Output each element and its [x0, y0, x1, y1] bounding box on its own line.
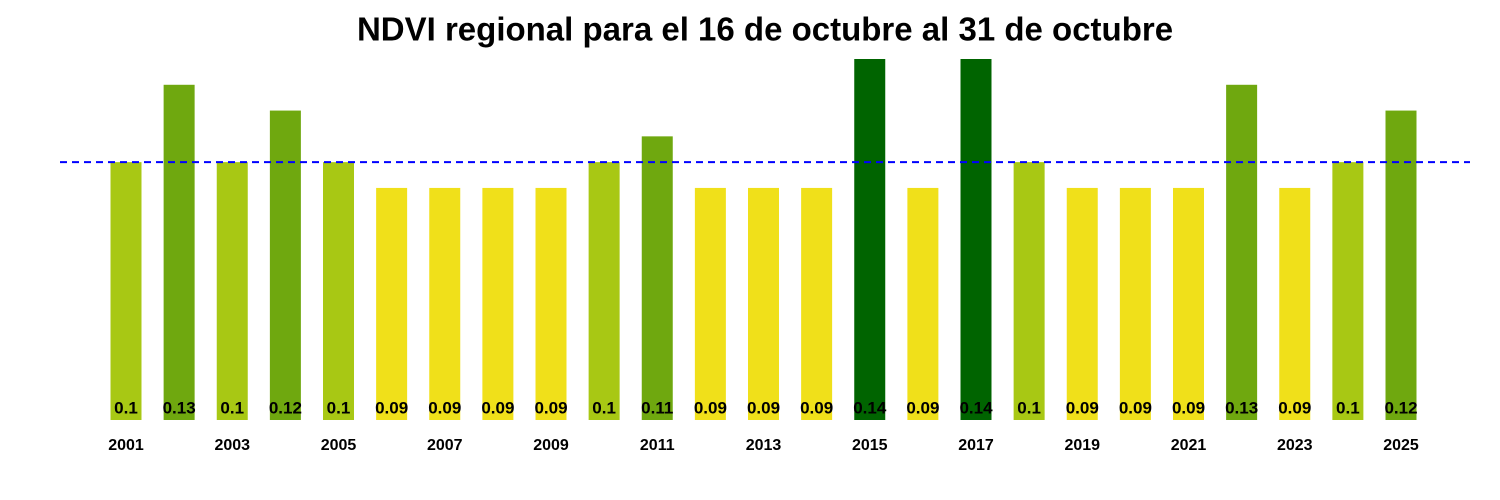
- bar: [429, 187, 461, 420]
- x-tick-label: 2015: [852, 437, 888, 454]
- bar: [323, 162, 354, 420]
- bar: [163, 84, 195, 421]
- value-label: 0.14: [959, 398, 993, 417]
- value-label: 0.09: [747, 398, 780, 417]
- value-label: 0.1: [1017, 398, 1041, 417]
- value-label: 0.13: [163, 398, 196, 417]
- value-label: 0.09: [375, 398, 408, 417]
- bar: [1385, 110, 1417, 421]
- value-label: 0.09: [906, 398, 939, 417]
- chart-title: NDVI regional para el 16 de octubre al 3…: [357, 11, 1173, 48]
- bar: [1066, 187, 1098, 420]
- value-label: 0.1: [592, 398, 616, 417]
- x-tick-label: 2005: [321, 437, 357, 454]
- value-label: 0.09: [1119, 398, 1152, 417]
- value-label: 0.1: [327, 398, 351, 417]
- bar: [1332, 162, 1364, 420]
- x-tick-label: 2007: [427, 437, 463, 454]
- x-tick-label: 2011: [640, 437, 675, 454]
- bar: [482, 187, 514, 420]
- bar: [641, 136, 673, 420]
- value-label: 0.09: [428, 398, 461, 417]
- x-tick-label: 2017: [958, 437, 994, 454]
- bar: [907, 187, 939, 420]
- bar: [1279, 187, 1311, 420]
- value-label: 0.09: [1278, 398, 1311, 417]
- value-label: 0.09: [534, 398, 567, 417]
- bar: [376, 187, 408, 420]
- x-tick-label: 2019: [1064, 437, 1100, 454]
- value-label: 0.09: [1172, 398, 1205, 417]
- x-tick-label: 2025: [1383, 437, 1419, 454]
- bar: [269, 110, 301, 421]
- value-label: 0.09: [1066, 398, 1099, 417]
- x-tick-label: 2013: [746, 437, 782, 454]
- value-label: 0.09: [800, 398, 833, 417]
- bar: [694, 187, 726, 420]
- x-tick-label: 2021: [1171, 437, 1207, 454]
- value-label: 0.14: [853, 398, 887, 417]
- bar: [216, 162, 248, 420]
- value-label: 0.09: [481, 398, 514, 417]
- bar: [801, 187, 833, 420]
- value-label: 0.1: [220, 398, 244, 417]
- bar: [1173, 187, 1204, 420]
- x-tick-label: 2001: [108, 437, 144, 454]
- value-label: 0.1: [1336, 398, 1360, 417]
- bar: [854, 59, 886, 420]
- x-tick-label: 2023: [1277, 437, 1313, 454]
- x-tick-label: 2009: [533, 437, 569, 454]
- bar: [748, 187, 779, 420]
- bar: [588, 162, 620, 420]
- value-label: 0.11: [641, 398, 673, 417]
- bar: [1226, 84, 1258, 421]
- value-label: 0.1: [114, 398, 138, 417]
- x-tick-label: 2003: [214, 437, 250, 454]
- bar: [535, 187, 567, 420]
- bar: [1119, 187, 1151, 420]
- bar: [110, 162, 142, 420]
- value-label: 0.09: [694, 398, 727, 417]
- bar: [960, 59, 992, 420]
- value-label: 0.13: [1225, 398, 1258, 417]
- value-label: 0.12: [269, 398, 302, 417]
- bar: [1013, 162, 1045, 420]
- value-label: 0.12: [1384, 398, 1417, 417]
